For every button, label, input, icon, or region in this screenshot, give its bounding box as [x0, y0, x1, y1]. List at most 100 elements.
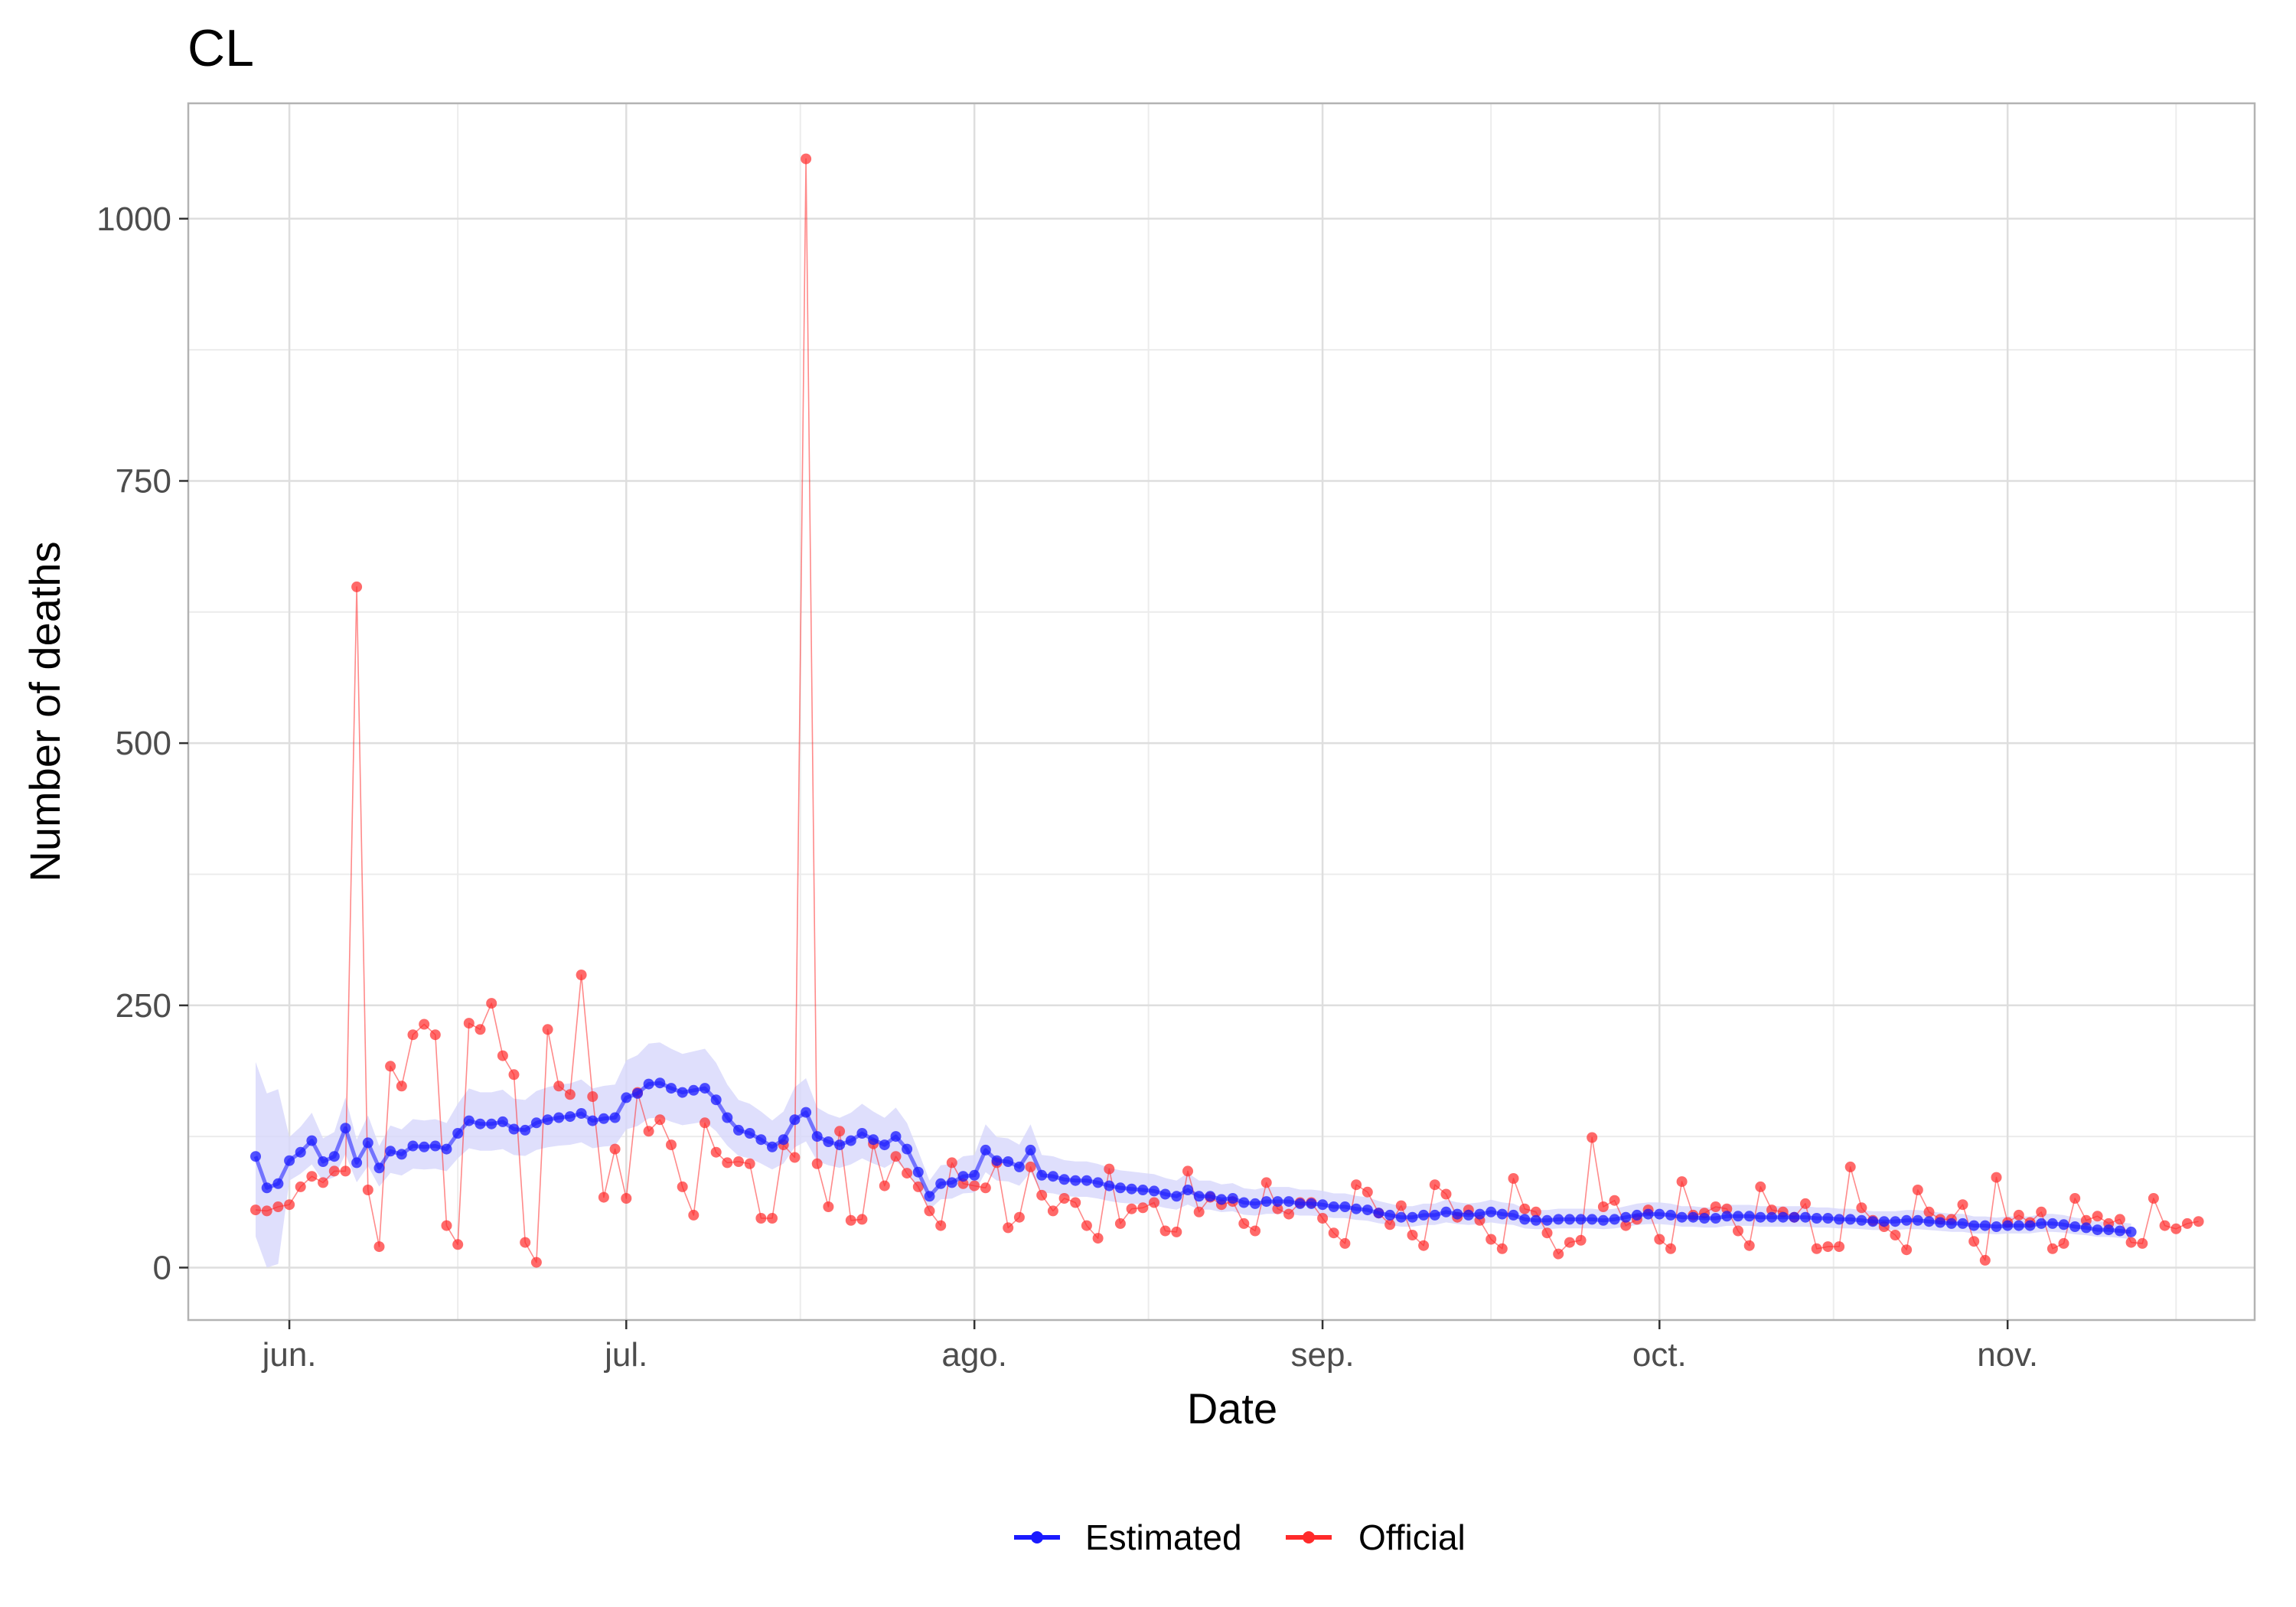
- official-point: [935, 1220, 947, 1231]
- estimated-point: [328, 1151, 340, 1162]
- estimated-point: [1114, 1182, 1126, 1194]
- estimated-point: [1395, 1211, 1407, 1223]
- official-point: [2182, 1217, 2193, 1229]
- official-point: [1575, 1234, 1587, 1246]
- estimated-point: [340, 1123, 351, 1134]
- official-point: [1553, 1248, 1564, 1260]
- estimated-point: [564, 1111, 576, 1123]
- official-point: [306, 1171, 318, 1182]
- official-point: [1519, 1203, 1531, 1214]
- estimated-point: [362, 1137, 373, 1149]
- estimated-point: [1137, 1185, 1149, 1195]
- estimated-point: [508, 1123, 520, 1135]
- official-point: [1384, 1219, 1396, 1231]
- estimated-point: [1789, 1211, 1800, 1223]
- estimated-point: [1979, 1220, 1991, 1231]
- official-point: [1317, 1213, 1329, 1224]
- official-point: [2159, 1220, 2170, 1231]
- estimated-point: [2036, 1217, 2047, 1229]
- official-point: [1968, 1236, 1980, 1247]
- official-point: [1025, 1161, 1036, 1172]
- estimated-point: [452, 1128, 464, 1139]
- official-point: [1587, 1132, 1598, 1143]
- estimated-point: [1058, 1174, 1070, 1185]
- estimated-point: [1945, 1217, 1957, 1229]
- estimated-point: [1474, 1208, 1486, 1220]
- estimated-point: [2024, 1220, 2036, 1231]
- official-point: [700, 1117, 710, 1129]
- estimated-point: [2047, 1217, 2058, 1229]
- estimated-point: [1216, 1194, 1227, 1205]
- official-point: [1486, 1234, 1497, 1245]
- estimated-point: [1957, 1217, 1968, 1229]
- estimated-point: [373, 1162, 385, 1174]
- official-point: [1564, 1237, 1575, 1248]
- legend-item-official[interactable]: Official: [1286, 1517, 1466, 1557]
- estimated-series: [250, 1077, 2137, 1237]
- estimated-point: [1496, 1208, 1508, 1220]
- estimated-point: [834, 1139, 846, 1151]
- estimated-point: [609, 1112, 621, 1123]
- official-point: [1149, 1197, 1159, 1208]
- estimated-point: [396, 1149, 407, 1160]
- official-point: [1743, 1240, 1755, 1251]
- estimated-point: [1597, 1214, 1609, 1226]
- estimated-point: [1339, 1201, 1351, 1212]
- estimated-point: [1193, 1191, 1205, 1202]
- estimated-point: [1025, 1144, 1036, 1156]
- estimated-point: [621, 1092, 632, 1103]
- estimated-point: [654, 1077, 666, 1089]
- estimated-point: [1721, 1211, 1733, 1222]
- official-point: [542, 1024, 553, 1035]
- estimated-point: [666, 1083, 677, 1094]
- x-tick-label: jun.: [261, 1336, 317, 1374]
- chart-title: CL: [188, 19, 254, 77]
- estimated-point: [946, 1177, 957, 1188]
- estimated-point: [1777, 1211, 1789, 1223]
- legend-estimated-label: Estimated: [1085, 1517, 1242, 1557]
- estimated-point: [2013, 1220, 2024, 1231]
- estimated-point: [924, 1191, 935, 1202]
- official-point: [1912, 1185, 1923, 1195]
- official-point: [564, 1089, 576, 1100]
- estimated-point: [1047, 1171, 1058, 1182]
- estimated-point: [1620, 1211, 1632, 1223]
- official-point: [1822, 1241, 1834, 1253]
- estimated-point: [677, 1087, 688, 1098]
- estimated-point: [1373, 1208, 1384, 1219]
- official-point: [621, 1193, 632, 1204]
- official-point: [811, 1158, 823, 1169]
- official-point: [2137, 1237, 2148, 1249]
- official-point: [1991, 1172, 2002, 1183]
- official-point: [1003, 1222, 1014, 1234]
- x-axis-title: Date: [1187, 1384, 1277, 1433]
- estimated-point: [2092, 1224, 2103, 1236]
- estimated-point: [1407, 1211, 1418, 1223]
- official-point: [1856, 1202, 1867, 1214]
- estimated-point: [744, 1128, 755, 1139]
- estimated-point: [1261, 1196, 1272, 1208]
- official-point: [598, 1191, 609, 1203]
- official-point: [1530, 1206, 1541, 1217]
- official-point: [1923, 1206, 1935, 1217]
- estimated-point: [1238, 1197, 1250, 1208]
- estimated-point: [2080, 1222, 2092, 1234]
- estimated-point: [497, 1116, 508, 1127]
- estimated-point: [1733, 1211, 1743, 1222]
- estimated-point: [1553, 1214, 1564, 1225]
- estimated-point: [1418, 1209, 1430, 1221]
- legend-estimated-marker: [1031, 1531, 1043, 1543]
- official-point: [1114, 1217, 1126, 1229]
- legend-item-estimated[interactable]: Estimated: [1014, 1517, 1242, 1557]
- y-tick-label: 500: [116, 725, 171, 762]
- official-point: [261, 1205, 272, 1217]
- official-point: [801, 153, 812, 165]
- official-point: [1081, 1220, 1092, 1231]
- y-tick-label: 0: [153, 1249, 171, 1286]
- official-point: [1238, 1217, 1250, 1229]
- official-point: [1609, 1195, 1620, 1206]
- official-point: [1261, 1177, 1272, 1188]
- official-point: [1979, 1254, 1991, 1266]
- x-tick-label: ago.: [941, 1336, 1007, 1374]
- official-point: [1395, 1200, 1407, 1211]
